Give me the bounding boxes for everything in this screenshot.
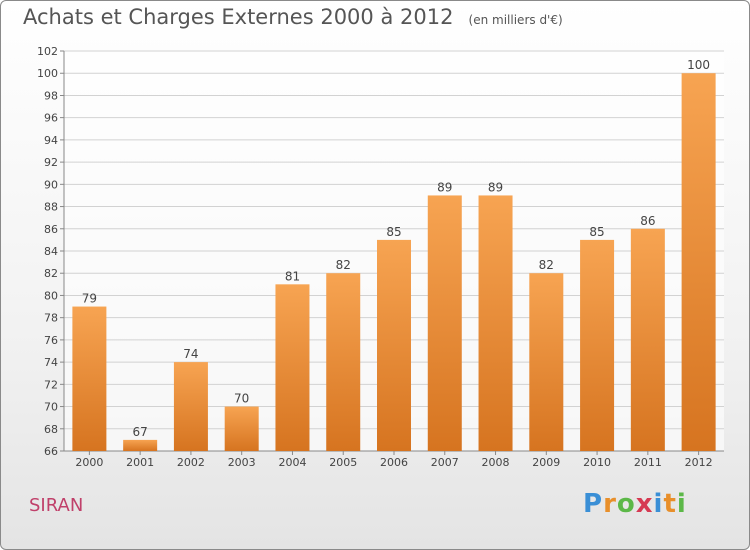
- x-tick-label: 2007: [431, 456, 459, 469]
- bar-value-label: 70: [234, 392, 249, 406]
- x-tick-label: 2004: [278, 456, 306, 469]
- bar: [377, 239, 411, 451]
- y-tick-label: 78: [44, 312, 58, 325]
- y-tick-label: 86: [44, 223, 58, 236]
- y-tick-label: 92: [44, 156, 58, 169]
- y-tick-label: 102: [37, 45, 58, 58]
- y-tick-label: 96: [44, 112, 58, 125]
- bar-value-label: 89: [437, 180, 452, 194]
- x-tick-label: 2009: [532, 456, 560, 469]
- bar-value-label: 89: [488, 180, 503, 194]
- y-tick-label: 90: [44, 178, 58, 191]
- logo-letter: r: [603, 489, 617, 519]
- y-tick-label: 88: [44, 201, 58, 214]
- bar: [681, 73, 716, 451]
- y-tick-label: 100: [37, 67, 58, 80]
- x-tick-label: 2005: [329, 456, 357, 469]
- x-tick-label: 2011: [634, 456, 662, 469]
- y-tick-label: 66: [44, 445, 58, 458]
- logo-letter: P: [583, 489, 604, 519]
- bar-value-label: 79: [82, 292, 97, 306]
- y-tick-label: 94: [44, 134, 58, 147]
- y-tick-label: 80: [44, 289, 58, 302]
- y-tick-label: 84: [44, 245, 58, 258]
- bar: [580, 239, 615, 451]
- bar-value-label: 74: [183, 347, 198, 361]
- proxiti-logo: Proxiti: [583, 489, 687, 519]
- bar: [478, 195, 513, 451]
- logo-letter: t: [663, 489, 677, 519]
- bar: [427, 195, 462, 451]
- bar: [123, 439, 158, 451]
- logo-letter: i: [653, 489, 664, 519]
- bar-value-label: 100: [687, 58, 710, 72]
- x-tick-label: 2010: [583, 456, 611, 469]
- x-tick-label: 2012: [685, 456, 713, 469]
- x-tick-label: 2002: [177, 456, 205, 469]
- bar: [72, 306, 107, 451]
- logo-letter: i: [676, 489, 687, 519]
- x-tick-label: 2003: [228, 456, 256, 469]
- bar-value-label: 81: [285, 269, 300, 283]
- y-tick-label: 70: [44, 401, 58, 414]
- bar-value-label: 82: [539, 258, 554, 272]
- commune-name: SIRAN: [29, 495, 84, 516]
- bar-value-label: 82: [336, 258, 351, 272]
- y-tick-label: 98: [44, 89, 58, 102]
- bar-value-label: 67: [133, 425, 148, 439]
- chart-title: Achats et Charges Externes 2000 à 2012: [23, 5, 454, 29]
- y-tick-label: 74: [44, 356, 58, 369]
- x-tick-label: 2001: [126, 456, 154, 469]
- bar: [275, 284, 310, 451]
- bar-value-label: 85: [589, 225, 604, 239]
- bar: [326, 273, 361, 451]
- bar: [529, 273, 564, 451]
- y-tick-label: 76: [44, 334, 58, 347]
- chart-subtitle: (en milliers d'€): [468, 13, 563, 27]
- logo-letter: o: [616, 489, 636, 519]
- bar-value-label: 86: [640, 214, 655, 228]
- x-tick-label: 2000: [75, 456, 103, 469]
- logo-letter: x: [635, 489, 654, 519]
- y-tick-label: 82: [44, 267, 58, 280]
- bar: [224, 406, 259, 451]
- bar: [630, 228, 665, 451]
- x-tick-label: 2008: [482, 456, 510, 469]
- bar-value-label: 85: [386, 225, 401, 239]
- y-tick-label: 72: [44, 378, 58, 391]
- y-tick-label: 68: [44, 423, 58, 436]
- title-block: Achats et Charges Externes 2000 à 2012 (…: [23, 5, 563, 29]
- bar: [173, 362, 208, 451]
- x-tick-label: 2006: [380, 456, 408, 469]
